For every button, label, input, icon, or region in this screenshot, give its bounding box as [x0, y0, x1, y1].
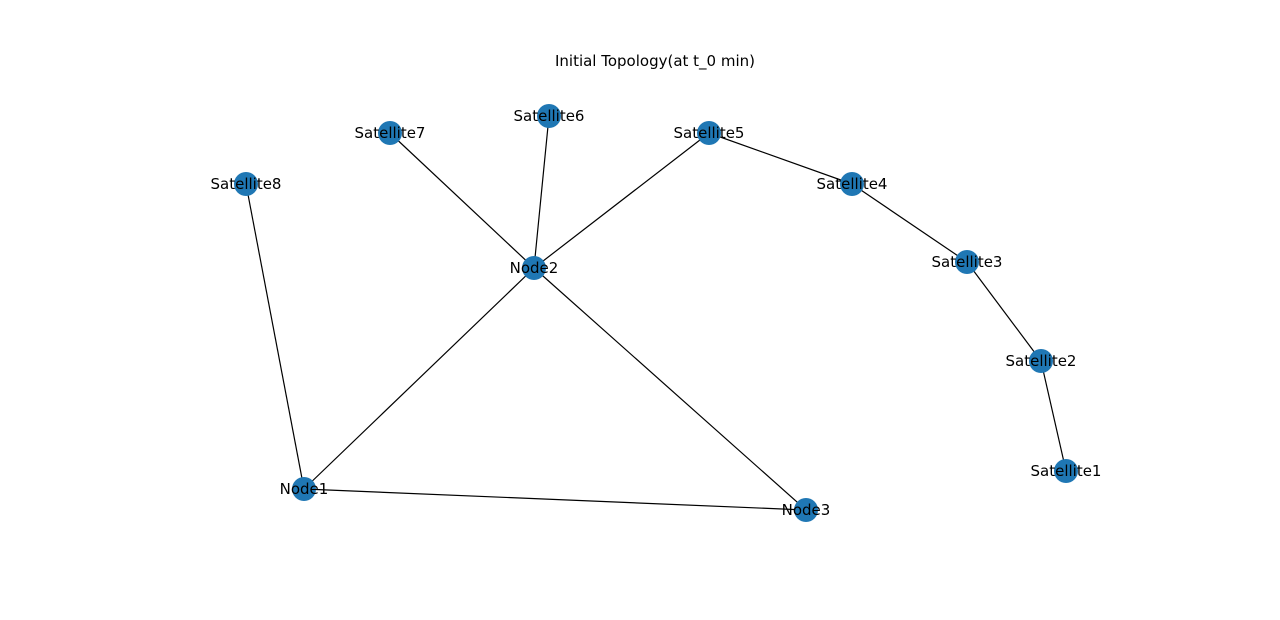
edge-satellite5-satellite4 [708, 132, 853, 185]
edge-node1-node2 [303, 267, 535, 490]
node-satellite8 [234, 172, 258, 196]
node-label-satellite5: Satellite5 [674, 124, 745, 142]
node-label-node3: Node3 [782, 501, 831, 519]
edge-satellite3-satellite2 [966, 261, 1042, 362]
node-node3 [794, 498, 818, 522]
node-label-satellite3: Satellite3 [932, 253, 1003, 271]
edge-node2-satellite6 [533, 115, 550, 269]
node-satellite3 [955, 250, 979, 274]
edge-node2-node3 [533, 267, 807, 511]
node-label-satellite6: Satellite6 [514, 107, 585, 125]
nodes-layer [234, 104, 1078, 522]
labels-layer: Node1 Node2 Node3 Satellite1 Satellite2 Satel… [211, 107, 1102, 519]
node-label-node2: Node2 [510, 259, 559, 277]
graph-title: Initial Topology(at t_0 min) [555, 52, 755, 71]
node-satellite1 [1054, 459, 1078, 483]
node-label-satellite1: Satellite1 [1031, 462, 1102, 480]
node-satellite6 [537, 104, 561, 128]
edges-layer [245, 115, 1067, 511]
node-satellite4 [840, 172, 864, 196]
node-label-node1: Node1 [280, 480, 329, 498]
node-satellite2 [1029, 349, 1053, 373]
edge-satellite2-satellite1 [1040, 360, 1067, 472]
node-node2 [522, 256, 546, 280]
edge-node1-node3 [303, 488, 807, 511]
node-label-satellite4: Satellite4 [817, 175, 888, 193]
edge-satellite4-satellite3 [851, 183, 968, 263]
edge-node1-satellite8 [245, 183, 305, 490]
edge-node2-satellite5 [533, 132, 710, 269]
edge-node2-satellite7 [389, 132, 535, 269]
node-satellite7 [378, 121, 402, 145]
node-satellite5 [697, 121, 721, 145]
node-label-satellite8: Satellite8 [211, 175, 282, 193]
node-label-satellite2: Satellite2 [1006, 352, 1077, 370]
node-node1 [292, 477, 316, 501]
node-label-satellite7: Satellite7 [355, 124, 426, 142]
